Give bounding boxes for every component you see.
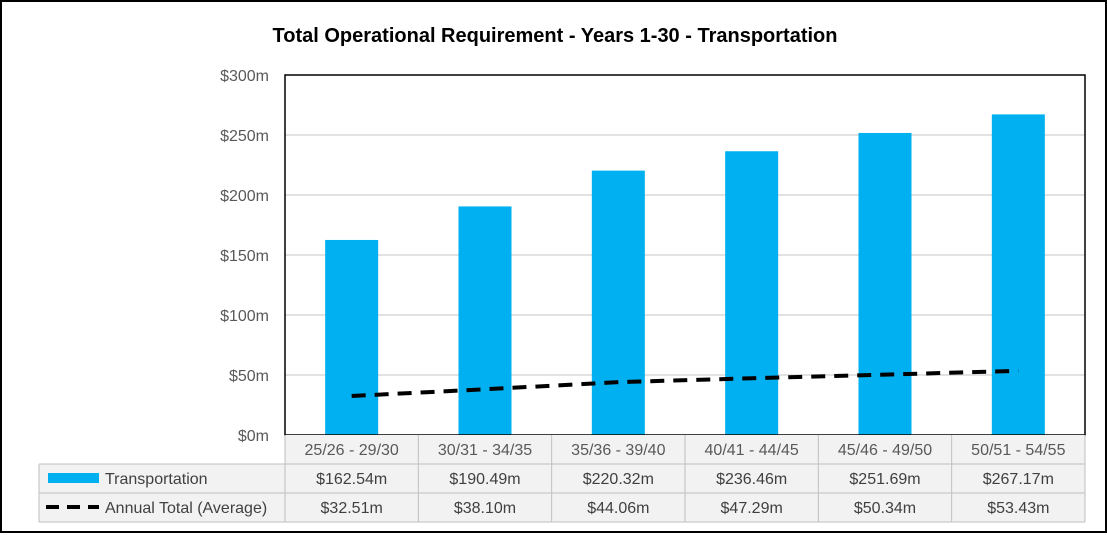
y-tick-label: $250m bbox=[220, 128, 269, 145]
data-label: $267.17m bbox=[983, 471, 1054, 488]
bar bbox=[991, 114, 1045, 435]
data-table: 25/26 - 29/30 30/31 - 34/35 35/36 - 39/40 4… bbox=[38, 435, 1086, 523]
data-label: $220.32m bbox=[583, 471, 654, 488]
data-label: $32.51m bbox=[321, 500, 383, 517]
data-label: $236.46m bbox=[716, 471, 787, 488]
data-label: $53.43m bbox=[987, 500, 1049, 517]
bar bbox=[325, 239, 379, 435]
y-tick-label: $150m bbox=[220, 248, 269, 265]
y-tick-label: $300m bbox=[220, 68, 269, 85]
bar bbox=[858, 132, 912, 436]
data-label: $251.69m bbox=[849, 471, 920, 488]
y-tick-label: $200m bbox=[220, 188, 269, 205]
bar bbox=[458, 206, 512, 435]
data-label: $38.10m bbox=[454, 500, 516, 517]
x-tick-label: 35/36 - 39/40 bbox=[571, 442, 665, 459]
series-line bbox=[351, 368, 1019, 398]
bar bbox=[591, 170, 645, 435]
legend-label-average: Annual Total (Average) bbox=[105, 500, 267, 517]
data-label: $44.06m bbox=[587, 500, 649, 517]
y-tick-label: $0m bbox=[238, 428, 269, 445]
x-tick-label: 25/26 - 29/30 bbox=[305, 442, 399, 459]
x-tick-label: 40/41 - 44/45 bbox=[705, 442, 799, 459]
data-label: $162.54m bbox=[316, 471, 387, 488]
bar bbox=[725, 151, 779, 436]
legend-label-transportation: Transportation bbox=[105, 471, 208, 488]
average-line bbox=[351, 368, 1019, 398]
y-axis-ticks: $0m $50m $100m $150m $200m $250m $300m bbox=[220, 68, 269, 445]
x-tick-label: 50/51 - 54/55 bbox=[971, 442, 1065, 459]
y-tick-label: $50m bbox=[229, 368, 269, 385]
transportation-bars bbox=[325, 114, 1045, 436]
x-tick-label: 30/31 - 34/35 bbox=[438, 442, 532, 459]
data-label: $190.49m bbox=[449, 471, 520, 488]
x-tick-label: 45/46 - 49/50 bbox=[838, 442, 932, 459]
y-tick-label: $100m bbox=[220, 308, 269, 325]
chart-title: Total Operational Requirement - Years 1-… bbox=[273, 25, 838, 47]
gridlines bbox=[285, 134, 1085, 376]
legend-bar-swatch bbox=[48, 473, 99, 483]
data-label: $47.29m bbox=[721, 500, 783, 517]
data-label: $50.34m bbox=[854, 500, 916, 517]
